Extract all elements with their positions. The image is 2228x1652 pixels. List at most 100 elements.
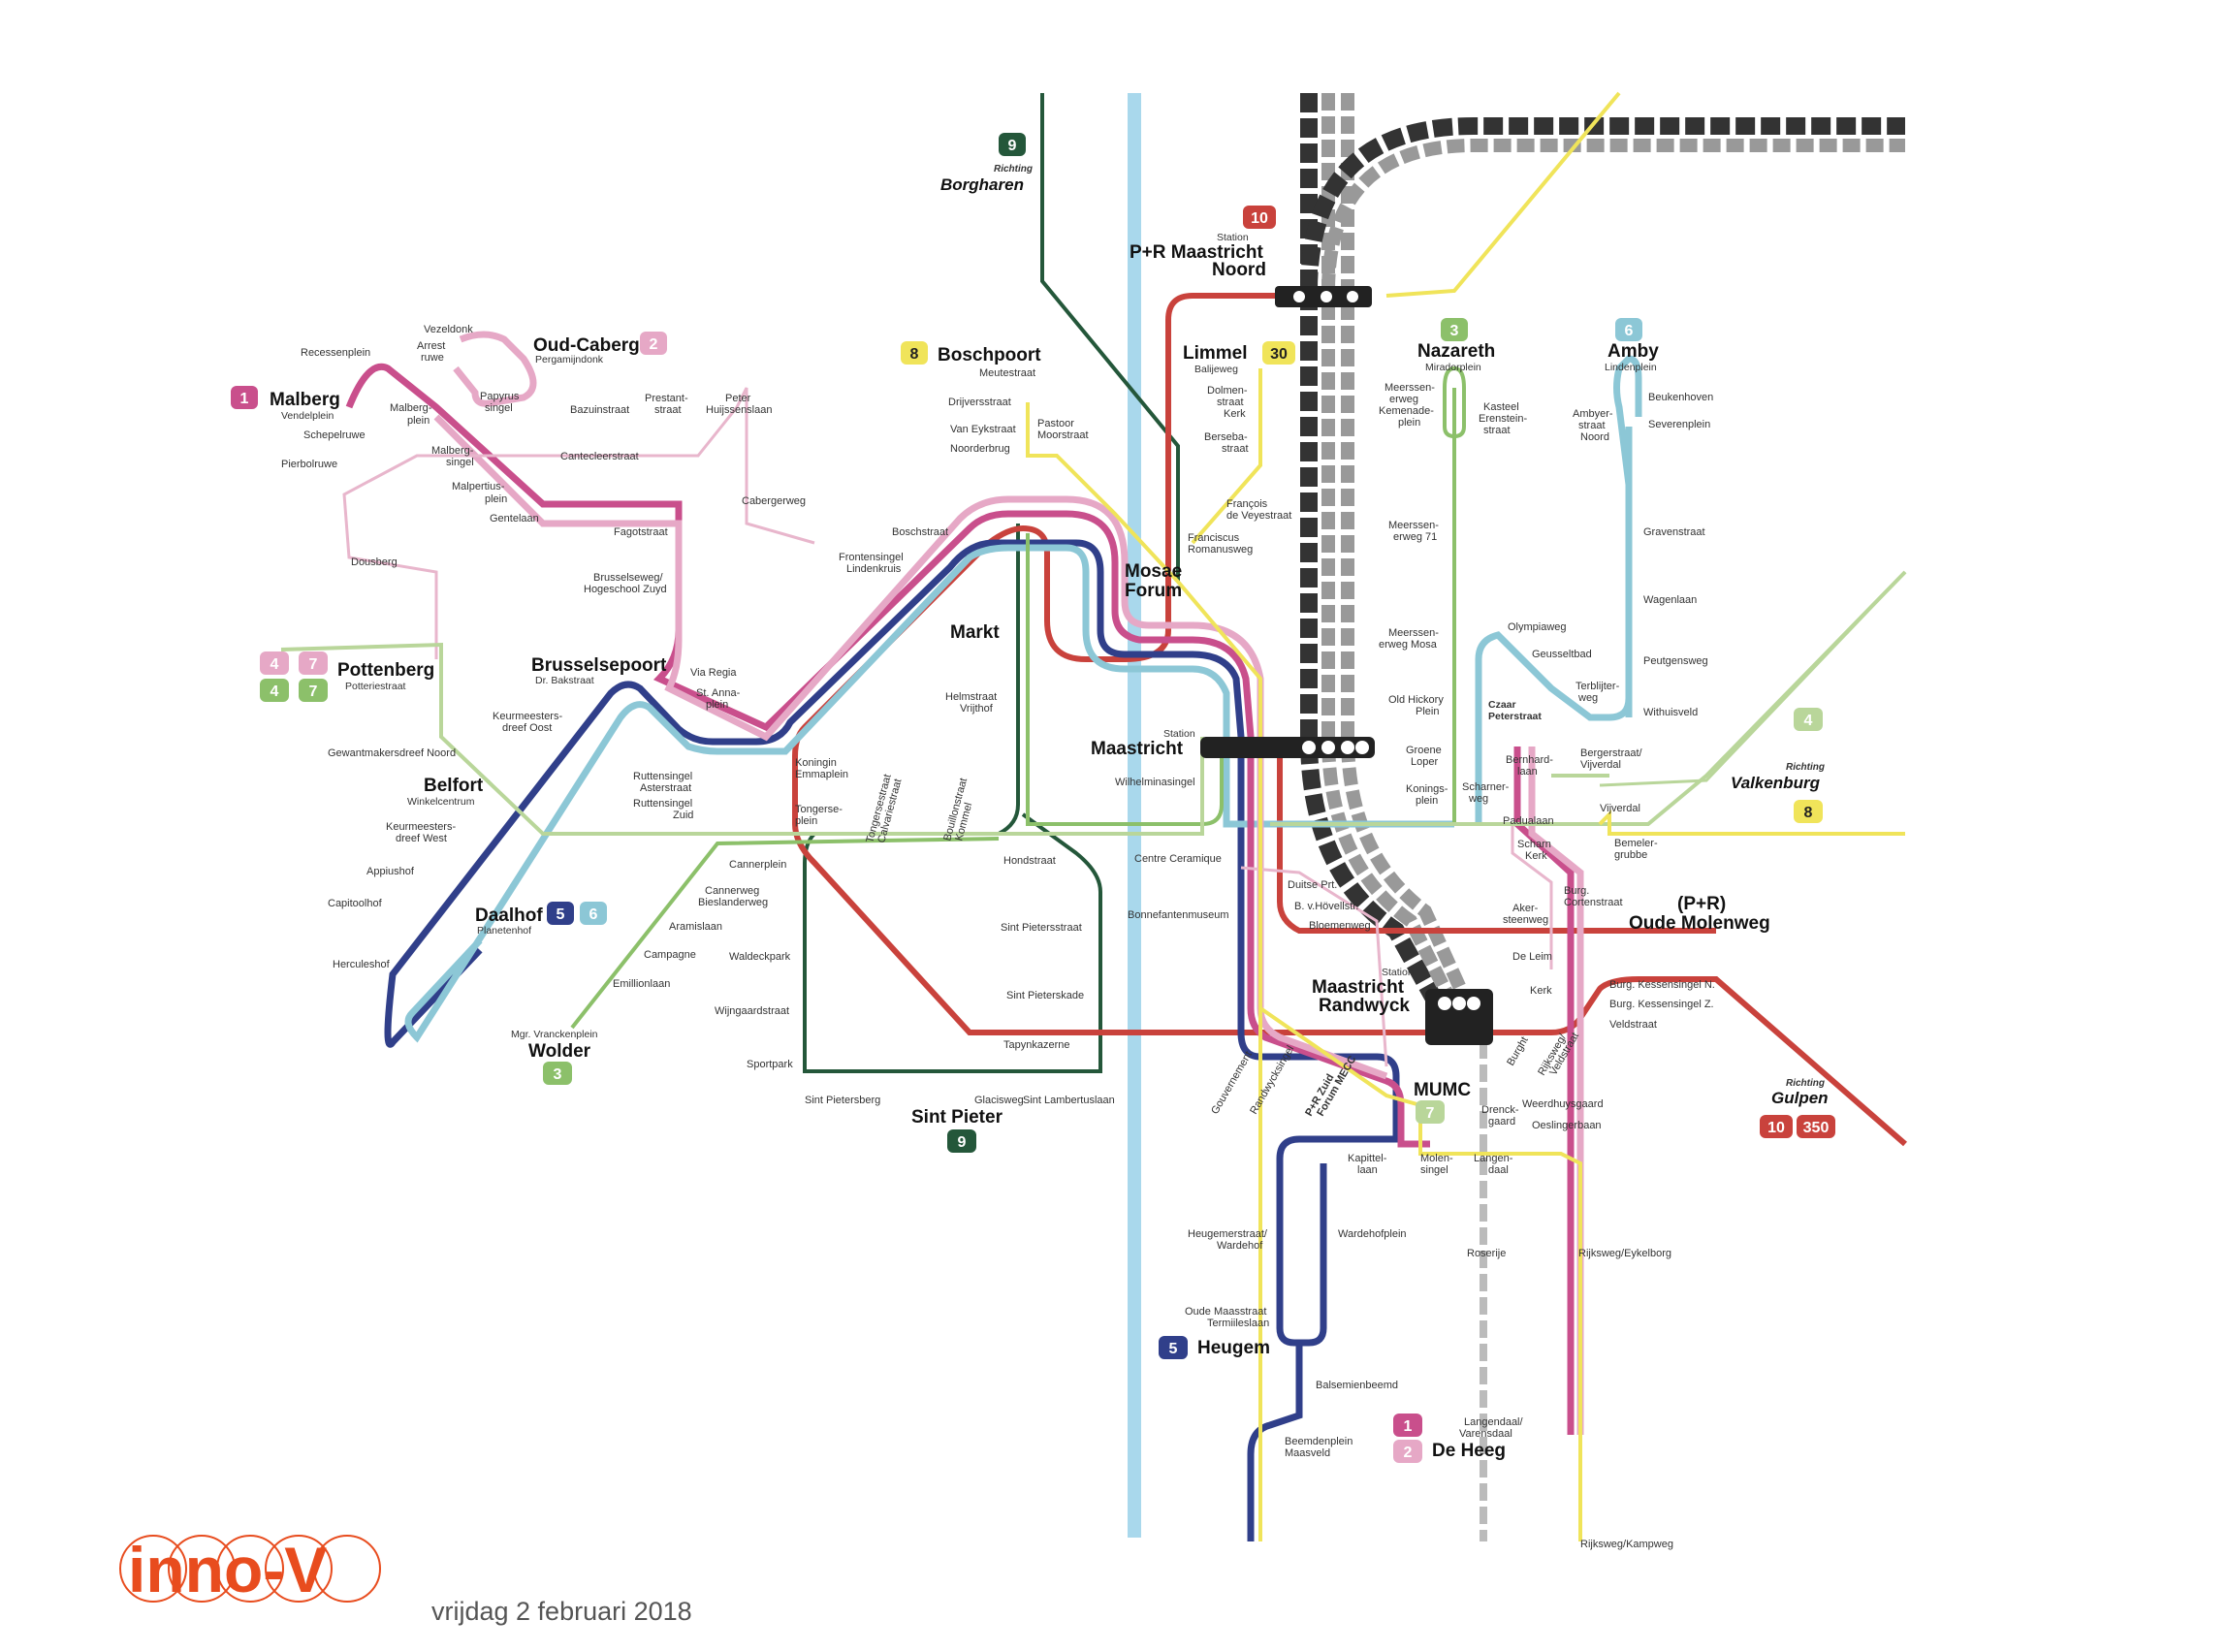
stop-label: Erenstein- <box>1479 413 1527 425</box>
stop-label: straat <box>654 404 682 416</box>
stop-label: Malberg- <box>431 445 474 457</box>
stop-label: Malpertius- <box>452 481 505 492</box>
stop-label: Franciscus <box>1188 532 1240 544</box>
stop-label: ruwe <box>421 352 444 364</box>
stop-label: dreef Oost <box>502 722 552 734</box>
stop-label: Rijksweg/Kampweg <box>1580 1539 1673 1550</box>
major-stop-sint-pieter: Sint Pieter <box>911 1107 1003 1128</box>
badge-line-10-noord <box>1243 206 1276 229</box>
stop-label: Veldstraat <box>1609 1019 1657 1031</box>
line-7 <box>342 387 1553 1067</box>
stop-label: Ruttensingel <box>633 771 692 782</box>
stop-label: Wilhelminasingel <box>1115 777 1195 788</box>
badge-line-7-mumc <box>1416 1100 1445 1124</box>
stop-label: Sportpark <box>747 1059 793 1070</box>
badge-label: 30 <box>1270 346 1288 363</box>
stop-label: Asterstraat <box>640 782 691 794</box>
badge-label: 4 <box>271 656 279 673</box>
badge-line-3-wolder <box>543 1062 572 1085</box>
stop-label: Olympiaweg <box>1508 621 1567 633</box>
major-stop-de-heeg: De Heeg <box>1432 1441 1506 1461</box>
major-stop-daalhof: Daalhof <box>475 905 543 926</box>
stop-label: Burg. <box>1564 885 1589 897</box>
stop-label: Waldeckpark <box>729 951 791 963</box>
stop-label: Hogeschool Zuyd <box>584 584 667 595</box>
stop-label: Cabergerweg <box>742 495 806 507</box>
stop-label: Zuid <box>673 810 693 821</box>
stop-label: Centre Ceramique <box>1134 853 1222 865</box>
stop-label: Ambyer- <box>1573 408 1613 420</box>
line-8 <box>1026 91 1905 1541</box>
direction-labels: Richting Borgharen Richting Valkenburg R… <box>940 164 1829 1107</box>
major-stop-station-maastricht: Maastricht <box>1091 739 1184 759</box>
stop-label: Drijversstraat <box>948 397 1011 408</box>
subtitle-amby: Lindenplein <box>1605 362 1657 373</box>
stop-label: Brusselseweg/ <box>593 572 663 584</box>
stop-label: Roserije <box>1467 1248 1506 1259</box>
stop-label: Termiileslaan <box>1207 1318 1269 1329</box>
river-maas <box>1128 93 1141 1538</box>
stop-label: plein <box>1398 417 1420 429</box>
major-stop-randwyck-2: Randwyck <box>1319 996 1410 1016</box>
badge-label: 2 <box>650 336 658 353</box>
major-stop-pottenberg: Pottenberg <box>337 660 434 681</box>
badge-label: 9 <box>1008 138 1017 154</box>
line-2 <box>433 331 1584 1435</box>
badge-line-8-valkenburg <box>1794 800 1823 823</box>
stop-label: singel <box>446 457 474 468</box>
badge-line-4-pottenberg-b <box>260 679 289 702</box>
stop-label: Peutgensweg <box>1643 655 1708 667</box>
major-stop-randwyck-1: Maastricht <box>1312 977 1405 998</box>
badge-label: 4 <box>271 683 279 700</box>
stop-label: Terblijter- <box>1576 681 1620 692</box>
stop-label: steenweg <box>1503 914 1548 926</box>
badge-label: 3 <box>1450 323 1459 339</box>
stop-label: Van Eykstraat <box>950 424 1016 435</box>
stop-label: Scharner- <box>1462 781 1510 793</box>
stop-label: Helmstraat <box>945 691 997 703</box>
major-stop-labels: Malberg Vendelplein Oud-Caberg Pergamijn… <box>270 232 1770 1461</box>
badge-label: 8 <box>1804 805 1813 821</box>
badge-line-4-pottenberg-a <box>260 651 289 675</box>
line-3 <box>570 365 1466 1030</box>
stop-label: Noord <box>1580 431 1609 443</box>
badge-label: 350 <box>1803 1120 1830 1136</box>
stop-label: Loper <box>1411 756 1438 768</box>
stop-label: dreef West <box>396 833 447 844</box>
stop-label: Berseba- <box>1204 431 1248 443</box>
badge-line-6-daalhof <box>580 902 607 925</box>
badge-label: 5 <box>1169 1341 1178 1357</box>
stop-label: Recessenplein <box>301 347 370 359</box>
badge-line-9-sintpieter <box>947 1129 976 1153</box>
stop-label: Sint Pieterskade <box>1006 990 1084 1001</box>
line-4-east <box>1599 570 1907 787</box>
badge-label: 10 <box>1251 210 1268 227</box>
subtitle-brusselsepoort: Dr. Bakstraat <box>535 675 594 686</box>
stop-label: Burght <box>1505 1034 1531 1067</box>
major-stop-oude-molenweg-1: (P+R) <box>1677 894 1726 914</box>
stop-label: daal <box>1488 1164 1509 1176</box>
stop-label: weg <box>1577 692 1598 704</box>
stop-label: Prestant- <box>645 393 688 404</box>
stop-label: Langendaal/ <box>1464 1416 1524 1428</box>
stop-label: Geusseltbad <box>1532 649 1592 660</box>
stop-label: straat <box>1578 420 1606 431</box>
stop-label: Gewantmakersdreef Noord <box>328 747 456 759</box>
stop-label: Sint Pietersberg <box>805 1095 880 1106</box>
stop-label: Tapynkazerne <box>1003 1039 1070 1051</box>
stop-label: Tongerse- <box>795 804 843 815</box>
badge-line-350-gulpen <box>1797 1115 1835 1138</box>
stop-label: singel <box>1420 1164 1448 1176</box>
stop-label: plein <box>706 699 728 711</box>
stop-label: Drenck- <box>1481 1104 1519 1116</box>
logo-text: inno-V <box>128 1534 327 1605</box>
stop-label: Bergerstraat/ <box>1580 747 1643 759</box>
badge-line-10-gulpen <box>1760 1115 1793 1138</box>
stop-label: Huijssenslaan <box>706 404 772 416</box>
stop-label: Konings- <box>1406 783 1448 795</box>
stop-label: Kapittel- <box>1348 1153 1387 1164</box>
stop-label: Vezeldonk <box>424 324 473 335</box>
badge-label: 9 <box>958 1134 967 1151</box>
stop-label: grubbe <box>1614 849 1647 861</box>
stop-label: Cannerweg <box>705 885 759 897</box>
